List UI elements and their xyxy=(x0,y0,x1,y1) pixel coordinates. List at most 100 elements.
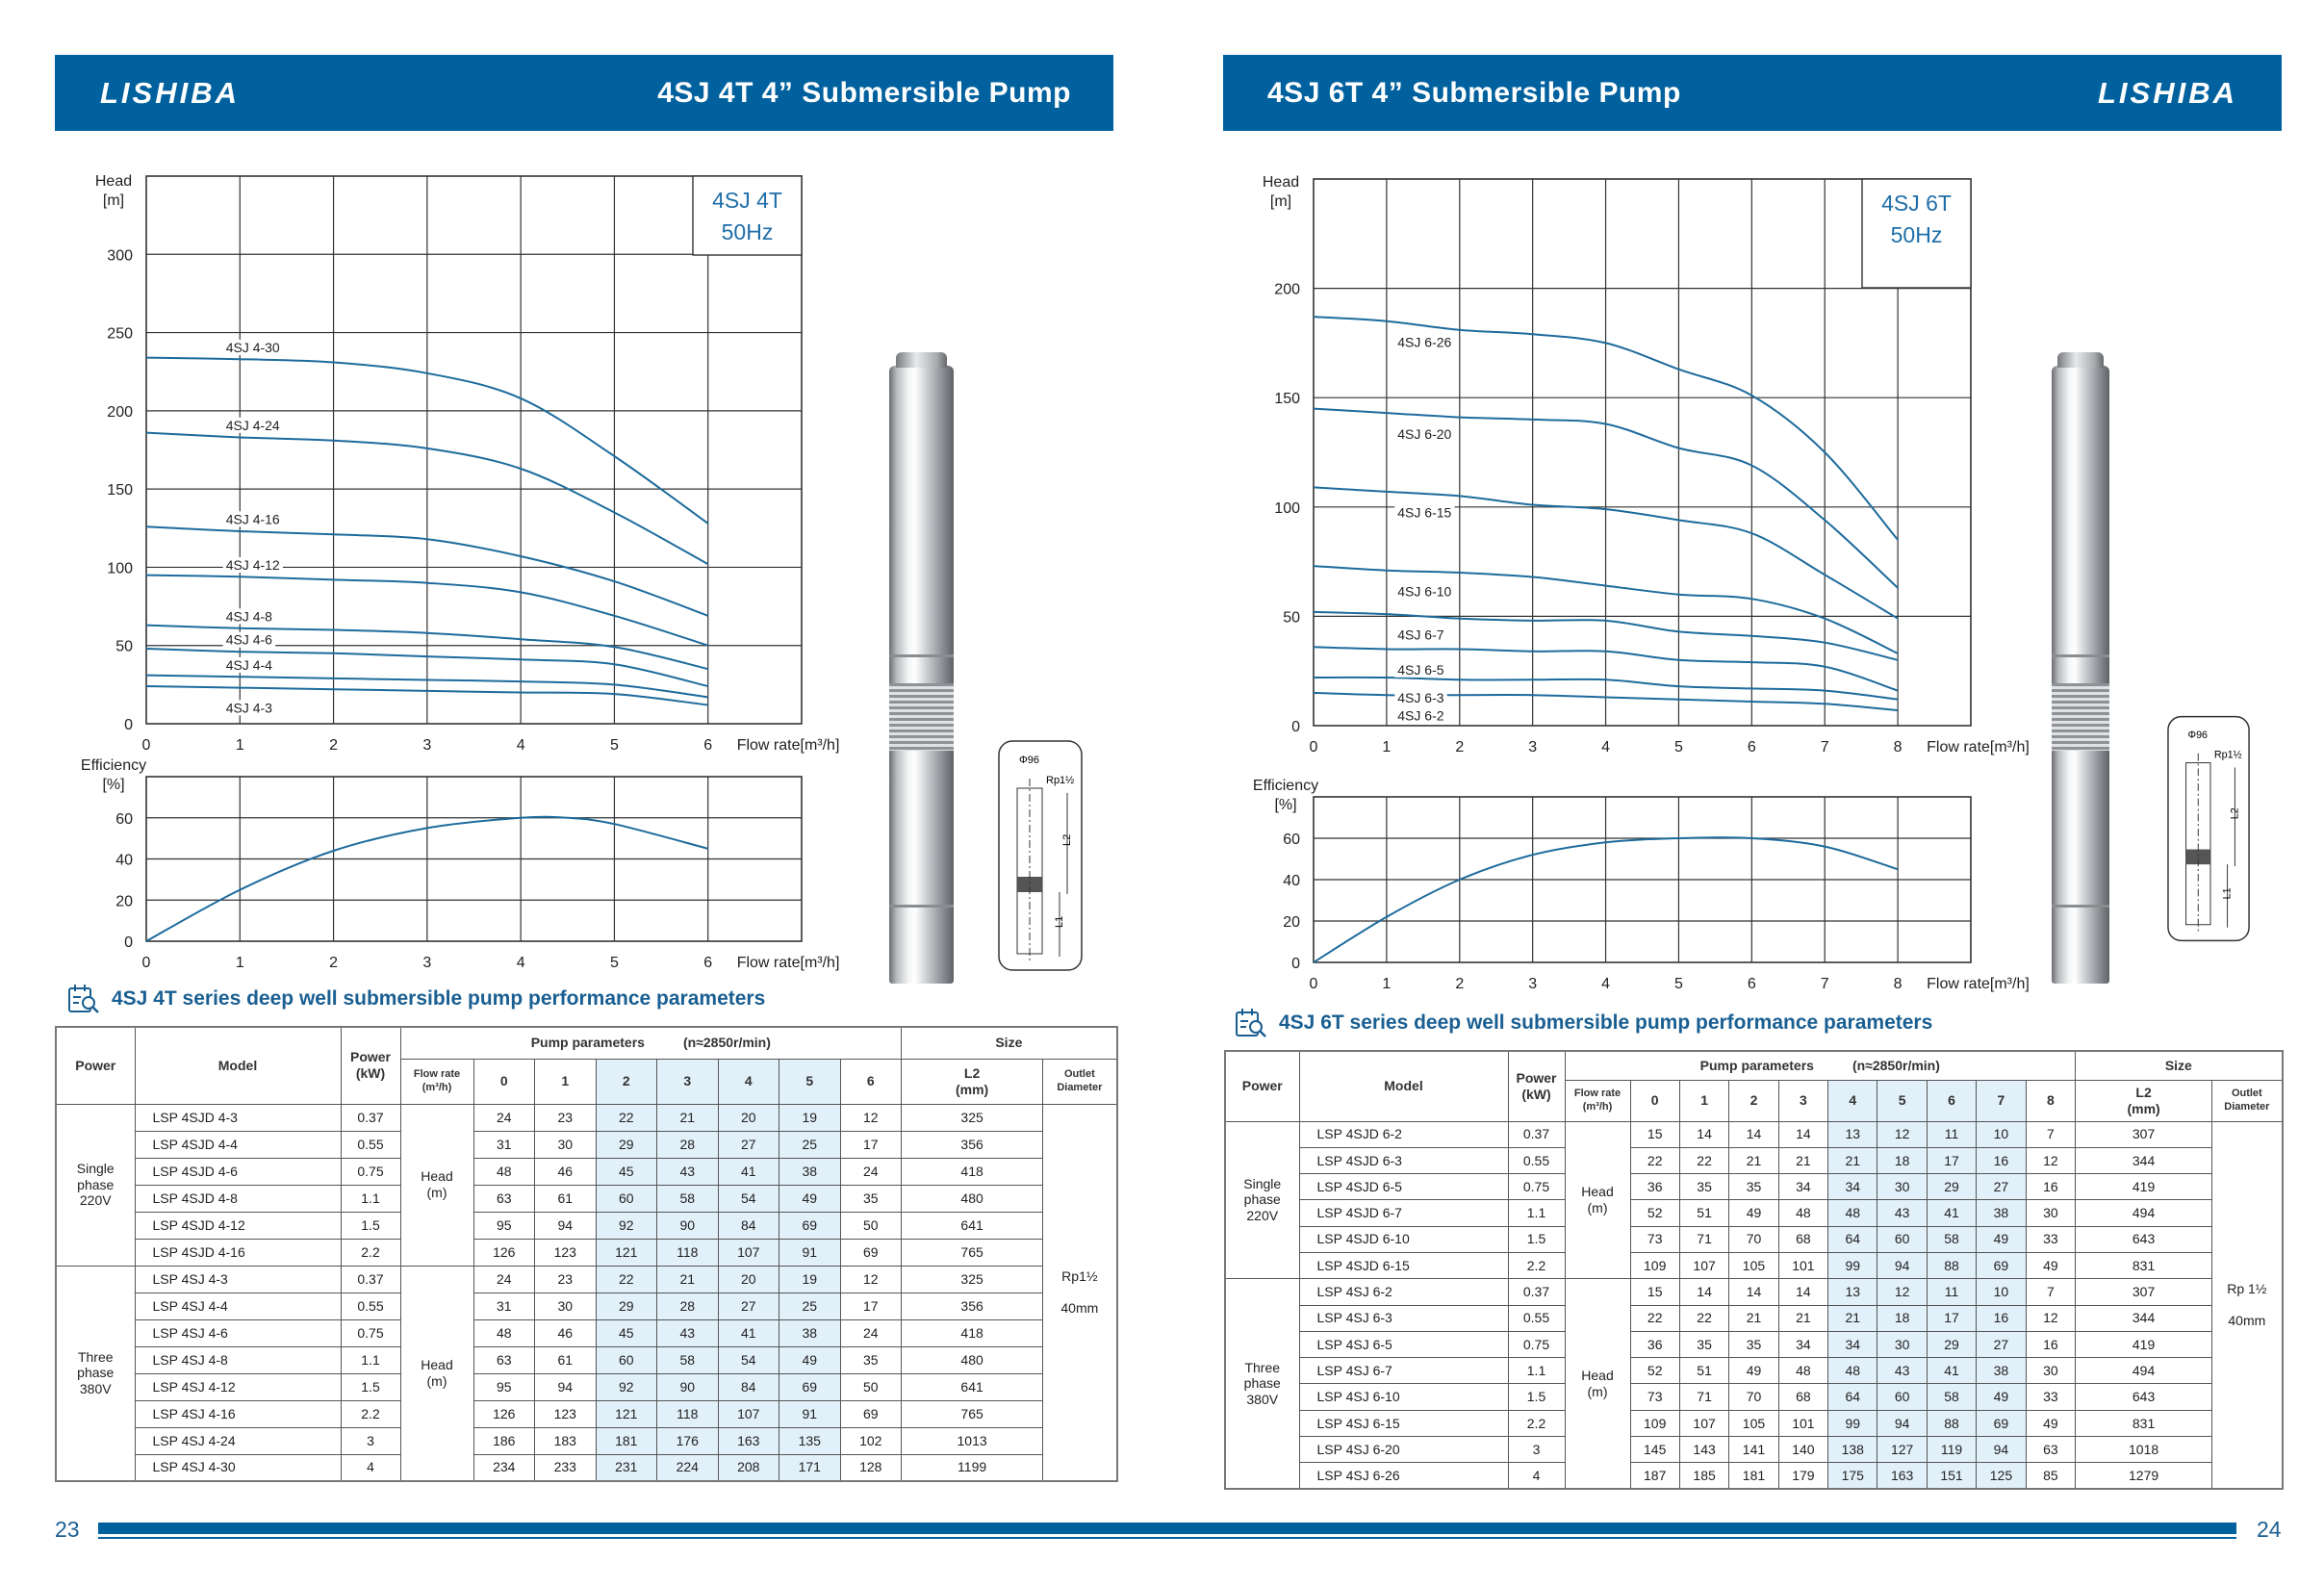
head-value-cell: 163 xyxy=(717,1426,779,1455)
y-axis-label: [m] xyxy=(103,192,124,209)
x-tick-label: 1 xyxy=(1382,739,1391,755)
power-kw-cell: 4 xyxy=(340,1453,401,1482)
head-value-cell: 49 xyxy=(2025,1409,2077,1438)
head-value-cell: 127 xyxy=(1877,1436,1928,1464)
table-row: LSP 4SJD 6-5 0.75 36 35 35 34 34 30 29 27 16 419 xyxy=(1225,1173,2283,1201)
head-value-cell: 15 xyxy=(1629,1120,1680,1148)
model-cell: LSP 4SJ 4-4 xyxy=(134,1292,342,1320)
x-tick-label: 6 xyxy=(703,955,712,971)
head-value-cell: 123 xyxy=(534,1238,597,1267)
table-row: LSP 4SJ 4-30 4 234 233 231 224 208 171 128 1199 xyxy=(56,1453,1117,1482)
series-label: 4SJ 4-30 xyxy=(226,340,280,355)
power-kw-cell: 2.2 xyxy=(1507,1251,1566,1280)
series-label-background xyxy=(222,631,276,648)
head-value-cell: 11 xyxy=(1926,1120,1978,1148)
power-kw-cell: 1.1 xyxy=(1507,1199,1566,1227)
l2-cell: 494 xyxy=(2075,1357,2213,1385)
chart-title: 4SJ 6T xyxy=(1881,191,1952,216)
page-header-right: 4SJ 6T 4” Submersible Pump LISHIBA xyxy=(1223,55,2282,131)
head-value-cell: 121 xyxy=(595,1238,657,1267)
x-tick-label: 5 xyxy=(1674,739,1683,755)
header-flow-value: 0 xyxy=(1629,1079,1680,1122)
head-value-cell: 17 xyxy=(839,1130,903,1159)
table-row: LSP 4SJ 4-16 2.2 126 123 121 118 107 91 69 765 xyxy=(56,1399,1117,1428)
header-flow-value: 4 xyxy=(717,1058,779,1105)
model-cell: LSP 4SJ 4-8 xyxy=(134,1345,342,1374)
series-label-background xyxy=(222,556,283,573)
thread-label: Rp1½ xyxy=(2214,750,2242,761)
head-value-cell: 48 xyxy=(472,1157,535,1186)
header-pump-parameters: Pump parameters (n≈2850r/min) xyxy=(399,1026,903,1060)
y-tick-label: 50 xyxy=(1283,609,1300,626)
table-row: LSP 4SJ 6-10 1.5 73 71 70 68 64 60 58 49 33 643 xyxy=(1225,1383,2283,1411)
speed-label: (n≈2850r/min) xyxy=(1852,1057,1940,1073)
head-value-cell: 48 xyxy=(1827,1199,1878,1227)
l2-cell: 325 xyxy=(901,1265,1044,1293)
x-tick-label: 2 xyxy=(329,737,338,754)
head-value-cell: 22 xyxy=(1678,1146,1730,1175)
head-value-cell: 92 xyxy=(595,1372,657,1401)
head-value-cell: 14 xyxy=(1728,1120,1779,1148)
power-kw-cell: 0.37 xyxy=(340,1103,401,1132)
head-value-cell: 41 xyxy=(1926,1199,1978,1227)
head-value-cell: 24 xyxy=(472,1265,535,1293)
series-label: 4SJ 6-7 xyxy=(1397,627,1443,642)
pump-parameters-label: Pump parameters xyxy=(1699,1057,1814,1073)
x-tick-label: 6 xyxy=(1748,739,1756,755)
head-value-cell: 171 xyxy=(779,1453,841,1482)
chart-title-box xyxy=(692,175,803,256)
head-value-cell: 85 xyxy=(2025,1462,2077,1490)
head-value-cell: 233 xyxy=(534,1453,597,1482)
head-value-cell: 52 xyxy=(1629,1199,1680,1227)
x-tick-label: 0 xyxy=(142,955,151,971)
head-value-cell: 16 xyxy=(2025,1173,2077,1201)
l2-cell: 480 xyxy=(901,1345,1044,1374)
phase-cell: Three phase 380V xyxy=(1224,1278,1300,1490)
header-size: Size xyxy=(2075,1050,2284,1081)
head-value-cell: 183 xyxy=(534,1426,597,1455)
head-value-cell: 46 xyxy=(534,1157,597,1186)
header-power: Power xyxy=(1224,1050,1300,1122)
header-model: Model xyxy=(134,1026,342,1105)
chart-title: 4SJ 4T xyxy=(712,188,782,213)
head-value-cell: 58 xyxy=(656,1184,719,1213)
x-tick-label: 7 xyxy=(1821,976,1829,992)
y-tick-label: 0 xyxy=(124,934,133,951)
head-value-cell: 49 xyxy=(2025,1251,2077,1280)
table-row: LSP 4SJD 4-4 0.55 31 30 29 28 27 25 17 356 xyxy=(56,1130,1117,1159)
head-value-cell: 27 xyxy=(717,1130,779,1159)
x-tick-label: 3 xyxy=(1528,739,1537,755)
l2-label: L2 xyxy=(2229,807,2240,819)
head-value-cell: 107 xyxy=(1678,1409,1730,1438)
l2-cell: 765 xyxy=(901,1399,1044,1428)
head-value-cell: 109 xyxy=(1629,1409,1680,1438)
head-label-cell: Head (m) xyxy=(399,1265,474,1482)
head-value-cell: 19 xyxy=(779,1265,841,1293)
series-label-background xyxy=(1394,583,1455,600)
head-value-cell: 24 xyxy=(472,1103,535,1132)
y-axis-label: Efficiency xyxy=(1253,778,1318,794)
head-value-cell: 22 xyxy=(595,1265,657,1293)
y-tick-label: 250 xyxy=(107,326,133,343)
head-value-cell: 14 xyxy=(1678,1278,1730,1306)
series-curve xyxy=(145,685,708,706)
x-tick-label: 3 xyxy=(1528,976,1537,992)
head-value-cell: 181 xyxy=(595,1426,657,1455)
series-curve xyxy=(1313,486,1899,620)
head-value-cell: 27 xyxy=(1976,1330,2027,1359)
x-tick-label: 0 xyxy=(142,737,151,754)
table-row: LSP 4SJ 6-20 3 145 143 141 140 138 127 119 94 63 10… xyxy=(1225,1436,2283,1464)
series-label: 4SJ 4-3 xyxy=(226,700,272,715)
head-value-cell: 48 xyxy=(1777,1357,1829,1385)
head-value-cell: 125 xyxy=(1976,1462,2027,1490)
head-value-cell: 12 xyxy=(1877,1120,1928,1148)
power-kw-cell: 1.5 xyxy=(340,1372,401,1401)
clipboard-search-icon xyxy=(1236,1009,1266,1037)
head-value-cell: 94 xyxy=(534,1211,597,1240)
head-value-cell: 17 xyxy=(1926,1146,1978,1175)
model-cell: LSP 4SJ 4-30 xyxy=(134,1453,342,1482)
x-tick-label: 3 xyxy=(422,955,431,971)
head-value-cell: 18 xyxy=(1877,1146,1928,1175)
head-value-cell: 60 xyxy=(1877,1225,1928,1253)
